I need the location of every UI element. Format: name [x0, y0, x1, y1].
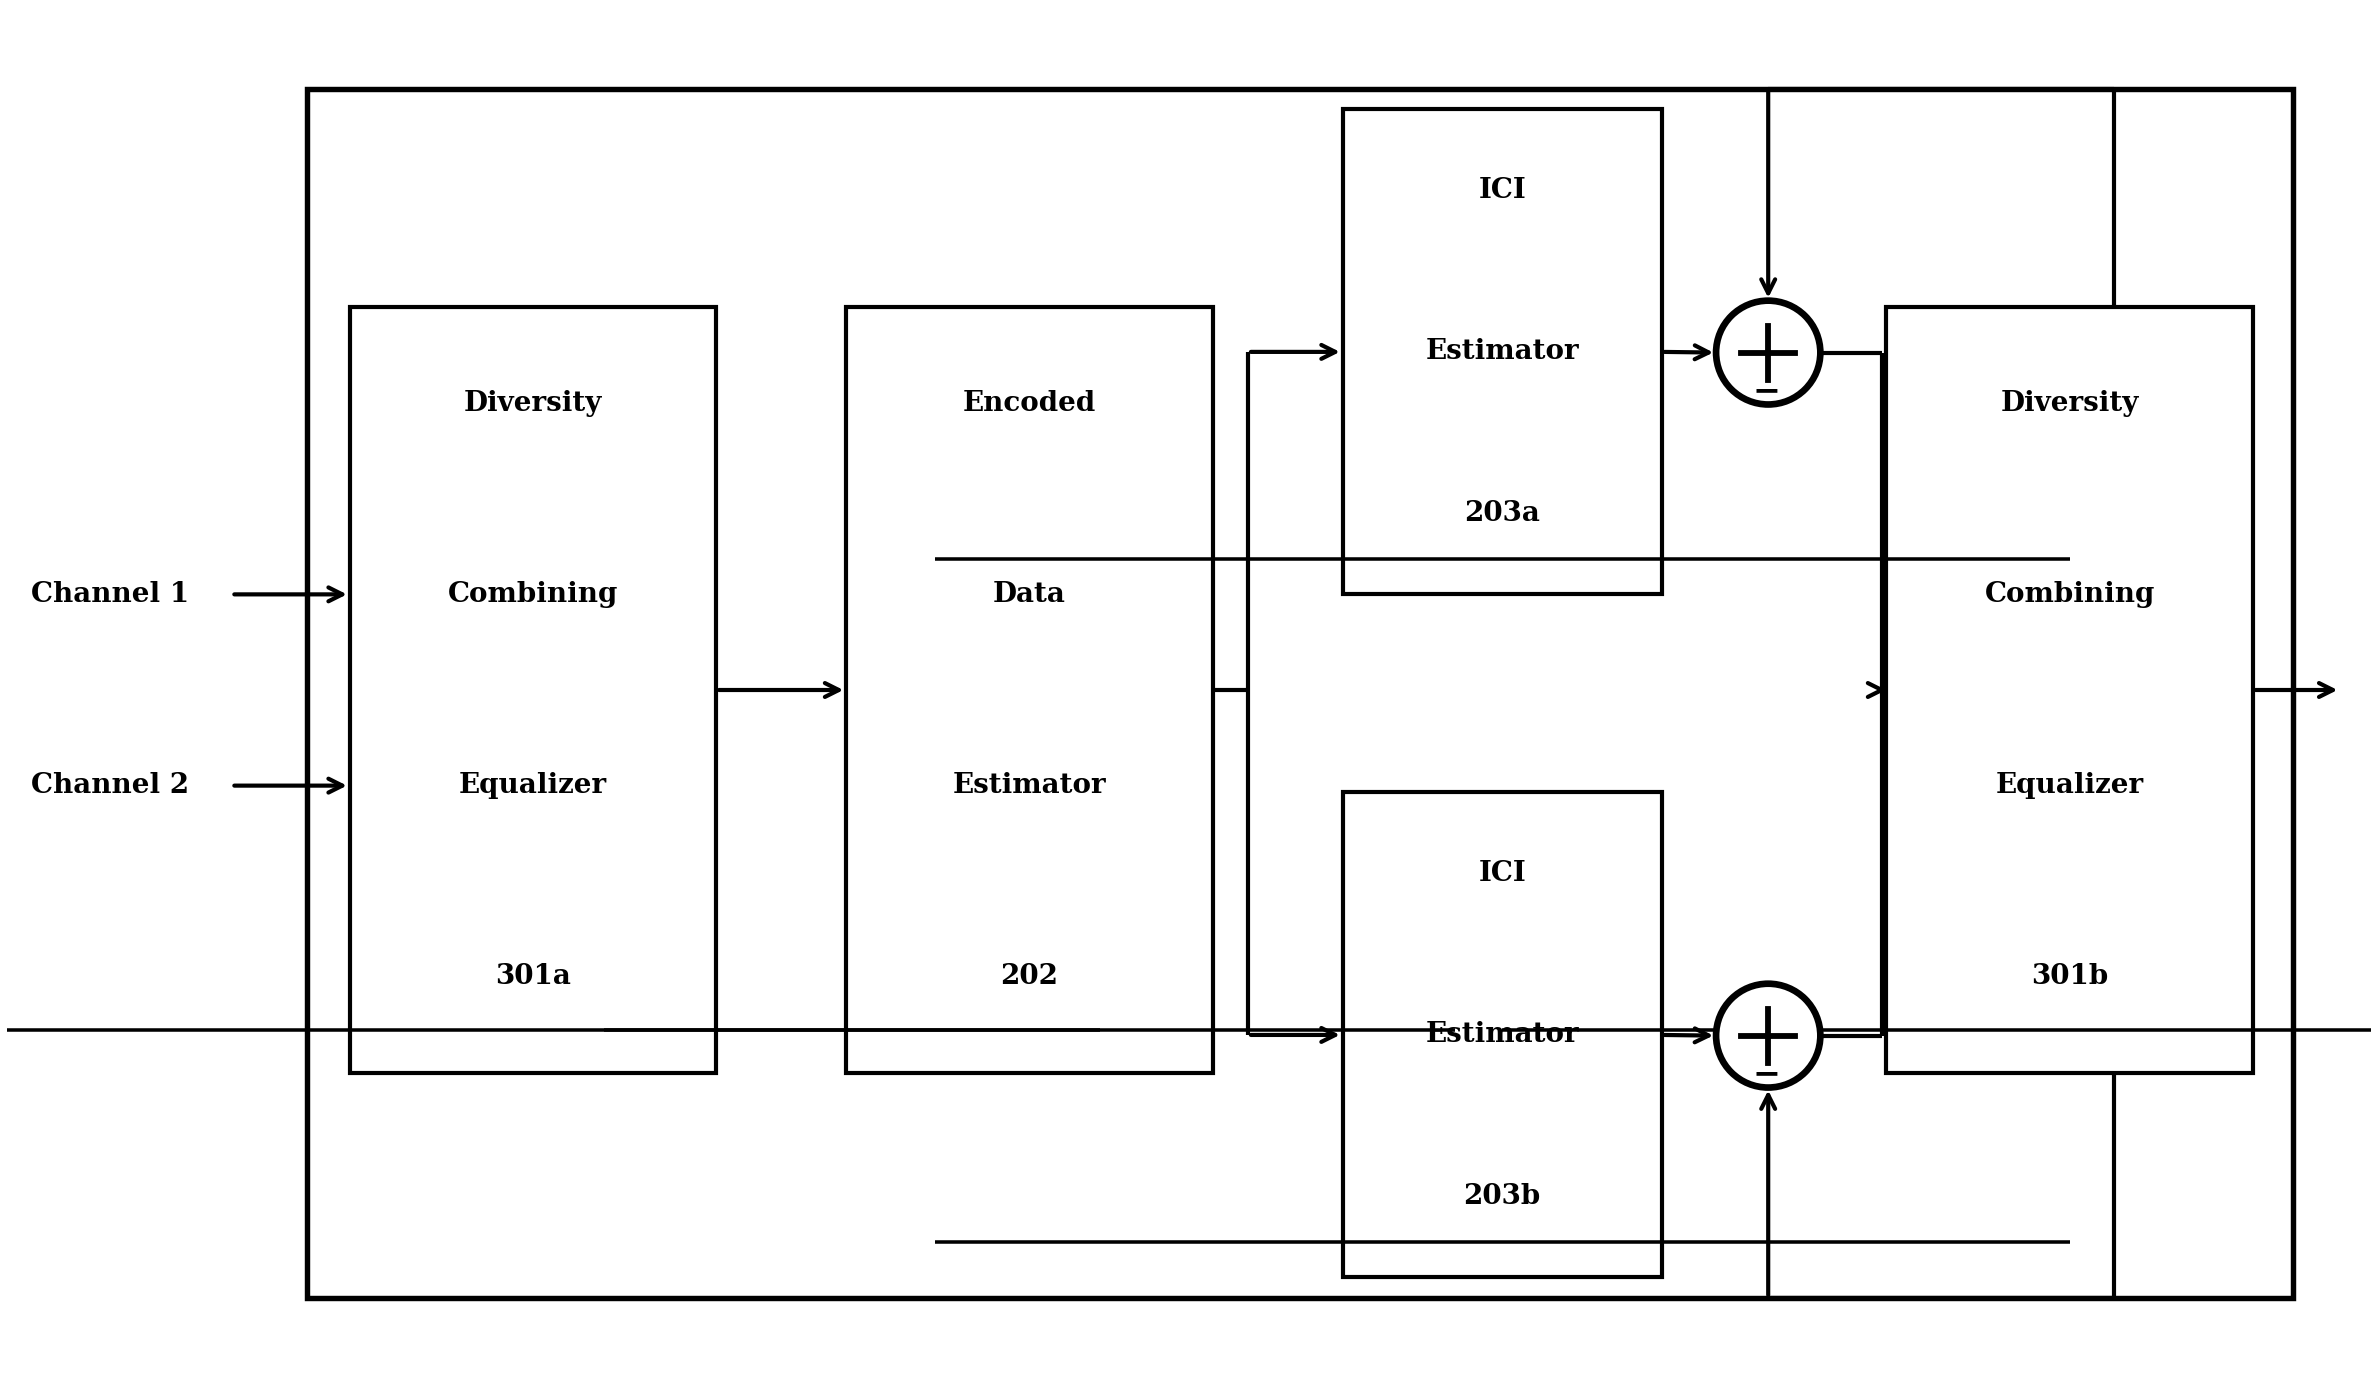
Text: 301a: 301a [495, 963, 571, 991]
Text: Equalizer: Equalizer [459, 773, 606, 799]
Text: Estimator: Estimator [954, 773, 1106, 799]
Ellipse shape [1717, 984, 1819, 1087]
Text: Data: Data [994, 581, 1065, 607]
Bar [847, 308, 1213, 1072]
Bar [350, 308, 716, 1072]
Text: Encoded: Encoded [963, 389, 1096, 417]
Text: Channel 2: Channel 2 [31, 773, 188, 799]
Bar [1344, 109, 1662, 595]
Text: 203b: 203b [1462, 1183, 1541, 1210]
Bar [307, 88, 2292, 1299]
Text: $\mathbf{-}$: $\mathbf{-}$ [1753, 1057, 1779, 1089]
Text: Estimator: Estimator [1424, 1021, 1579, 1049]
Text: Channel 1: Channel 1 [31, 581, 188, 607]
Text: Combining: Combining [1986, 581, 2154, 607]
Text: Equalizer: Equalizer [1995, 773, 2143, 799]
Text: Combining: Combining [447, 581, 618, 607]
Text: Estimator: Estimator [1424, 338, 1579, 366]
Bar [1886, 308, 2252, 1072]
Text: 202: 202 [1001, 963, 1058, 991]
Bar [1344, 792, 1662, 1278]
Text: ICI: ICI [1479, 177, 1527, 204]
Text: Diversity: Diversity [2000, 389, 2138, 417]
Text: $\mathbf{-}$: $\mathbf{-}$ [1753, 374, 1779, 406]
Text: ICI: ICI [1479, 860, 1527, 887]
Text: 301b: 301b [2031, 963, 2109, 991]
Text: 203a: 203a [1465, 500, 1541, 527]
Ellipse shape [1717, 301, 1819, 404]
Text: Diversity: Diversity [464, 389, 602, 417]
